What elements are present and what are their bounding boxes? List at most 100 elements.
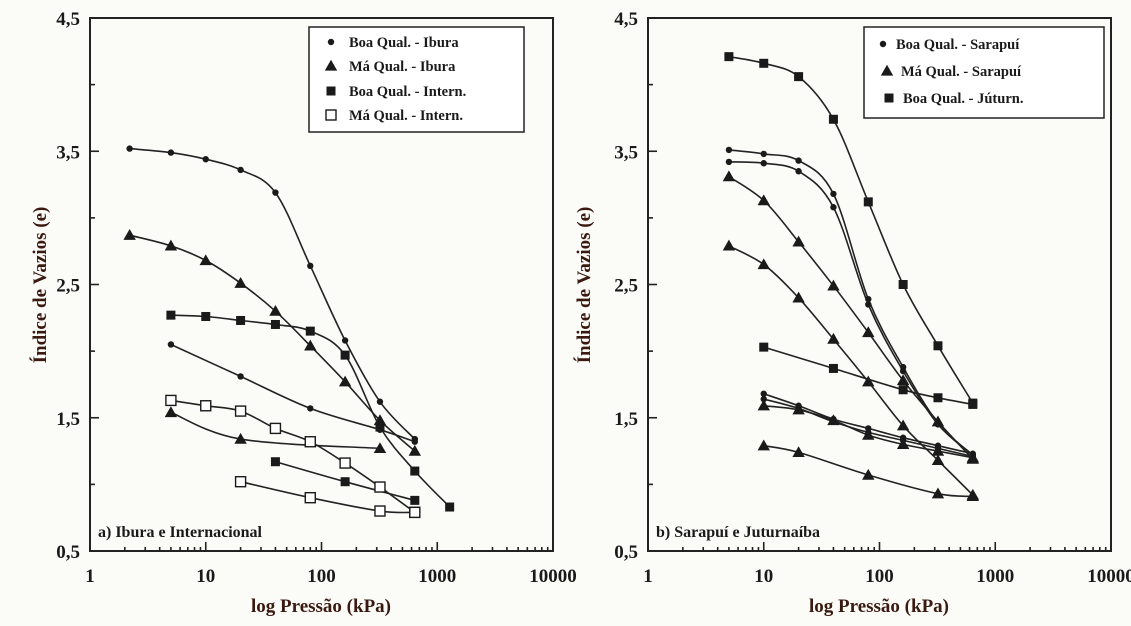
y-tick-label: 1,5 — [614, 409, 638, 430]
circle-marker — [237, 373, 244, 380]
triangle-marker — [199, 254, 212, 266]
triangle-marker — [123, 228, 136, 240]
circle-marker — [376, 398, 384, 405]
circle-marker — [879, 40, 887, 48]
x-axis: 1 10 100 1000 10000 — [643, 542, 1131, 587]
triangle-marker — [164, 239, 178, 251]
square-marker — [828, 363, 838, 373]
series-line — [728, 161, 974, 456]
y-tick-label: 3,5 — [56, 142, 80, 163]
square-marker — [201, 311, 211, 321]
x-tick-label: 1 — [85, 566, 95, 587]
square-marker — [305, 326, 315, 336]
panel-label: b) Sarapuí e Juturnaíba — [656, 524, 820, 541]
square-marker — [933, 341, 943, 351]
series-line — [129, 147, 416, 440]
legend-box — [308, 26, 525, 133]
circle-marker — [327, 38, 335, 46]
legend-entry-label: Boa Qual. - Ibura — [349, 35, 459, 51]
triangle-marker — [931, 444, 945, 456]
triangle-marker — [408, 444, 422, 456]
open-square-marker — [374, 505, 386, 517]
circle-marker — [307, 262, 314, 270]
triangle-marker — [862, 375, 875, 387]
circle-marker — [830, 190, 837, 198]
legend-entry-label: Má Qual. - Ibura — [349, 59, 456, 75]
square-marker — [340, 477, 350, 487]
x-axis-label: log Pressão (kPa) — [809, 596, 949, 617]
square-marker — [724, 52, 734, 62]
legend-entry-label: Boa Qual. - Júturn. — [903, 91, 1023, 107]
series-line — [170, 411, 381, 450]
square-marker — [933, 393, 943, 403]
triangle-marker — [304, 339, 317, 351]
square-marker — [445, 502, 455, 512]
triangle-marker — [931, 454, 945, 466]
x-tick-label: 100 — [307, 566, 336, 587]
legend-entry-label: Má Qual. - Intern. — [349, 108, 463, 124]
triangle-marker — [896, 374, 910, 386]
square-marker — [410, 466, 420, 476]
square-marker — [340, 350, 350, 360]
square-marker — [968, 399, 978, 409]
triangle-marker — [792, 403, 805, 415]
square-marker — [794, 72, 804, 82]
legend-entry-label: Boa Qual. - Intern. — [349, 84, 466, 100]
open-square-marker — [339, 457, 351, 469]
triangle-marker — [234, 432, 247, 444]
triangle-marker — [164, 406, 178, 418]
square-marker — [410, 495, 420, 505]
open-square-marker — [200, 400, 212, 412]
x-tick-label: 10000 — [1087, 566, 1131, 587]
circle-marker — [202, 156, 209, 163]
square-marker — [884, 93, 894, 103]
triangle-marker — [931, 415, 945, 427]
triangle-marker — [757, 399, 770, 411]
open-square-marker — [234, 476, 247, 488]
legend-entry-label: Boa Qual. - Sarapuí — [896, 37, 1020, 53]
circle-marker — [899, 367, 907, 375]
circle-marker — [865, 301, 872, 308]
y-tick-label: 0,5 — [56, 542, 80, 563]
triangle-marker — [757, 439, 770, 451]
open-square-marker — [304, 436, 316, 448]
y-tick-label: 4,5 — [56, 9, 80, 30]
circle-marker — [272, 189, 279, 196]
legend: Boa Qual. - Sarapuí Má Qual. - Sarapuí B… — [863, 26, 1105, 119]
legend-markers — [879, 40, 894, 103]
x-tick-label: 100 — [865, 566, 894, 587]
triangle-marker — [792, 291, 805, 303]
triangle-marker — [324, 59, 338, 71]
square-marker — [863, 197, 873, 207]
triangle-marker — [722, 170, 736, 182]
circle-marker — [167, 341, 175, 348]
square-marker — [326, 86, 336, 96]
square-marker — [236, 315, 246, 325]
triangle-marker — [931, 487, 945, 499]
triangle-marker — [827, 332, 840, 344]
open-square-marker — [374, 481, 386, 493]
y-axis: 0,5 1,5 2,5 3,5 4,5 — [56, 9, 99, 563]
y-axis-label: Índice de Vazios (e) — [573, 207, 595, 364]
circle-marker — [795, 157, 802, 164]
panel-label: a) Ibura e Internacional — [98, 524, 263, 541]
x-tick-label: 1000 — [976, 566, 1014, 587]
series-line — [170, 399, 416, 514]
triangle-marker — [896, 419, 910, 431]
triangle-marker — [757, 258, 770, 270]
legend: Boa Qual. - Ibura Má Qual. - Ibura Boa Q… — [308, 26, 525, 133]
x-tick-label: 10 — [754, 566, 773, 587]
square-marker — [898, 385, 908, 395]
triangle-marker — [234, 276, 247, 288]
triangle-marker — [862, 326, 875, 338]
triangle-marker — [966, 490, 980, 502]
chart-panel-sarapui-juturnaiba: 1 10 100 1000 10000 0,5 1,5 2,5 3,5 4,5 Boa Qual… — [573, 9, 1131, 617]
circle-marker — [760, 390, 767, 397]
circle-marker — [307, 405, 314, 412]
square-marker — [759, 58, 769, 68]
triangle-marker — [880, 64, 894, 76]
x-tick-label: 1000 — [418, 566, 456, 587]
circle-marker — [795, 168, 802, 175]
square-marker — [898, 280, 908, 289]
triangle-marker — [862, 468, 875, 480]
